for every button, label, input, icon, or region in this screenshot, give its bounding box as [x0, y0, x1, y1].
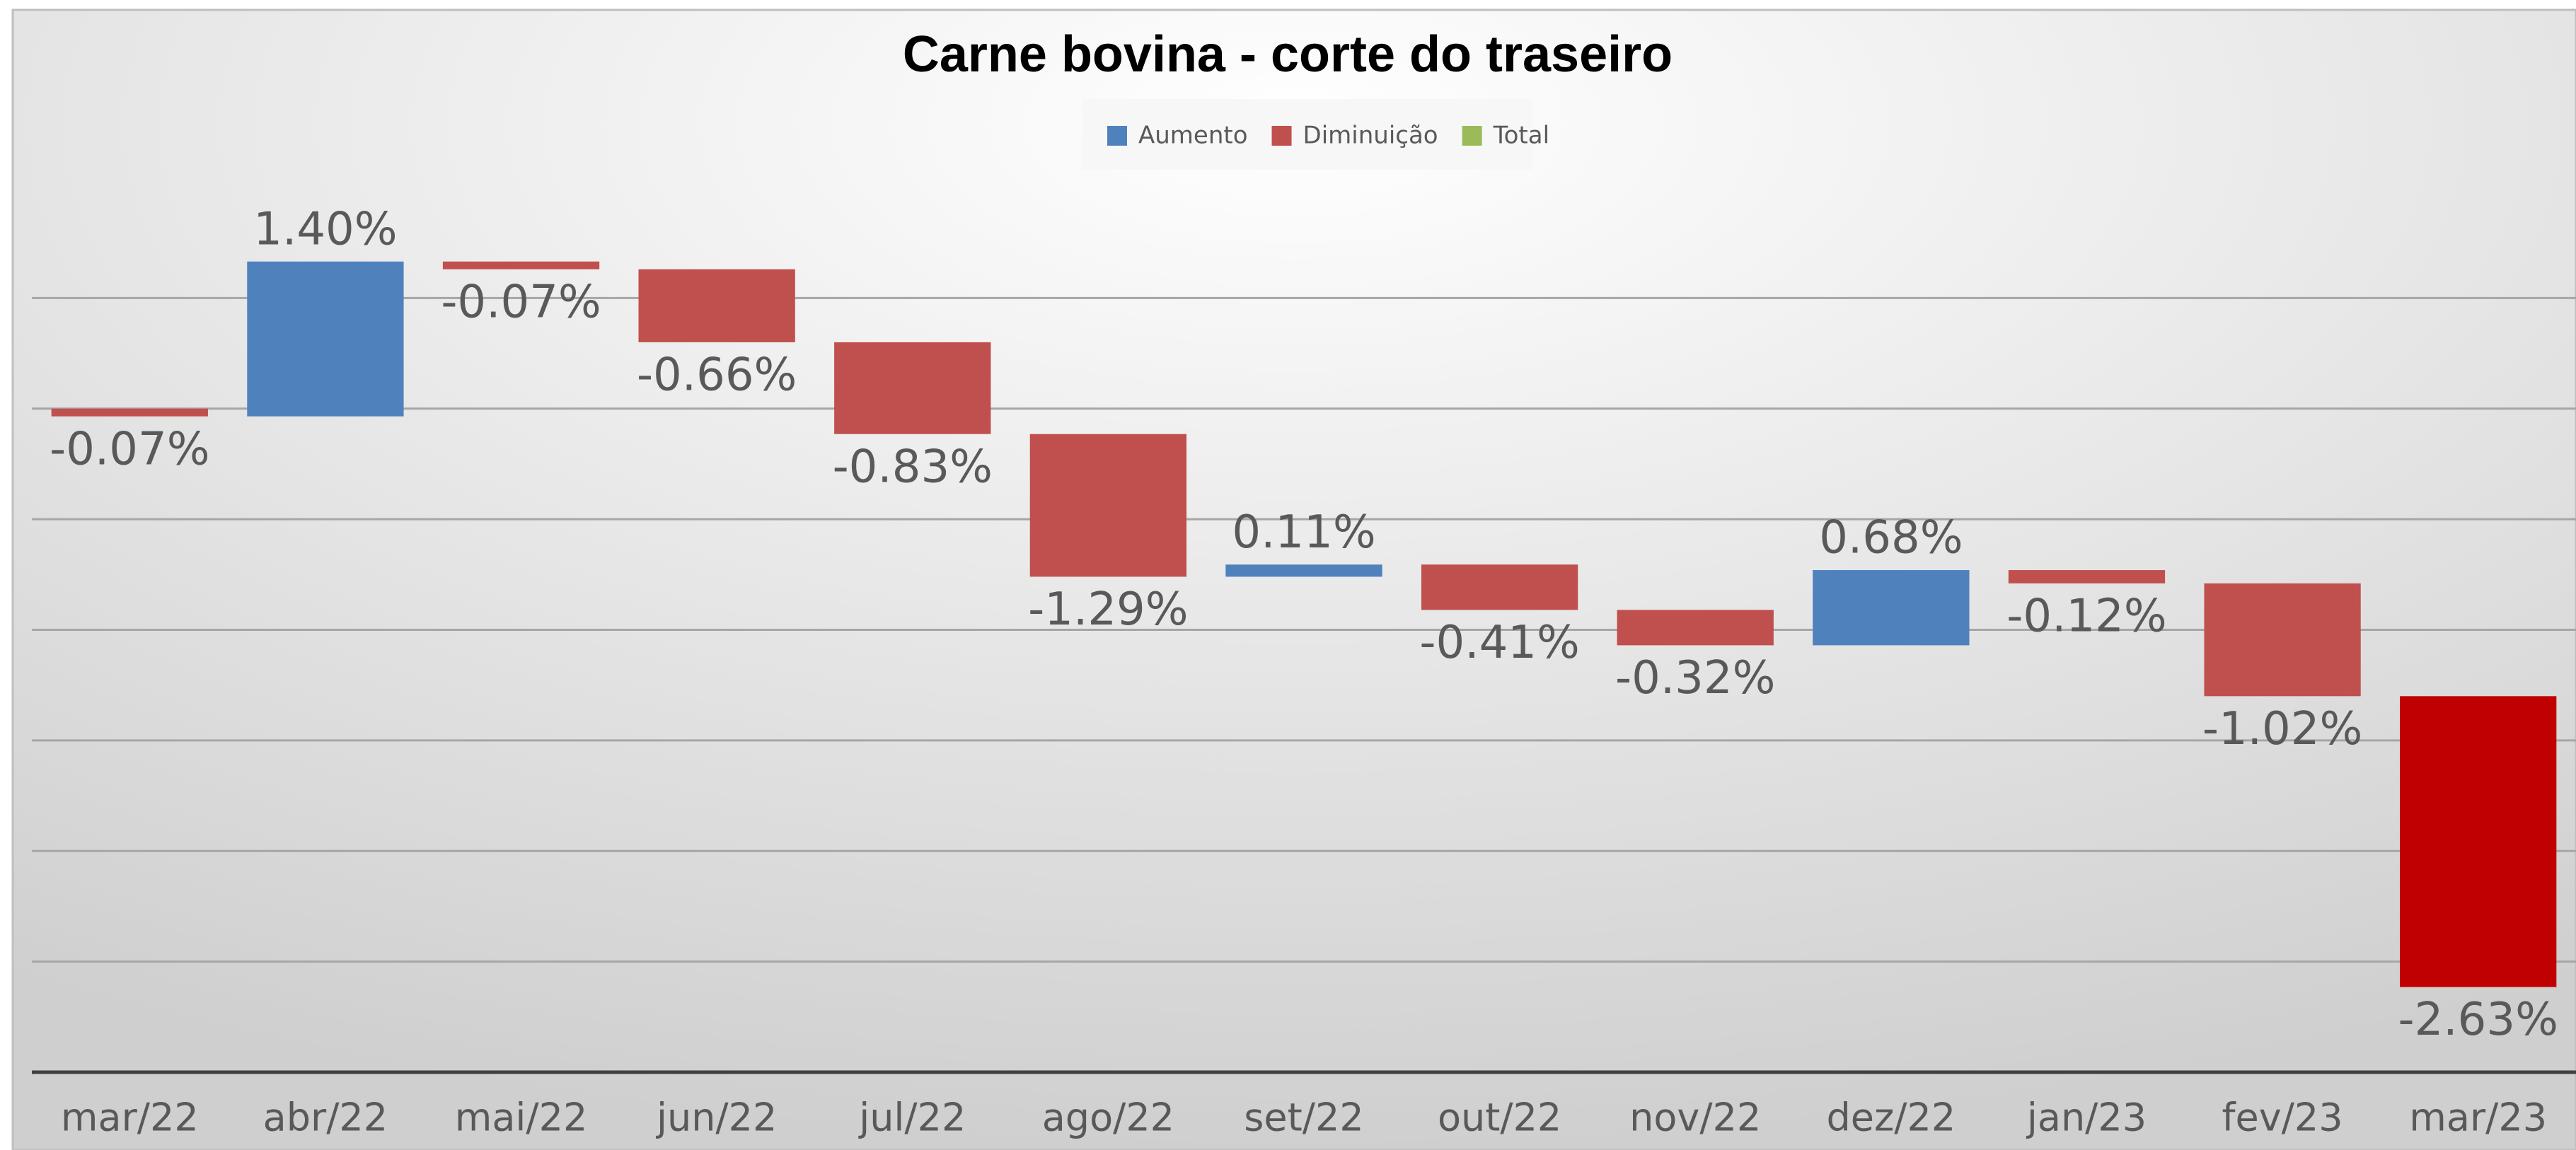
x-tick-label: jun/22 [656, 1096, 777, 1140]
bar [638, 269, 795, 342]
value-label: -0.07% [441, 276, 601, 328]
value-label: -0.66% [637, 349, 797, 402]
value-label: 0.11% [1232, 506, 1375, 559]
legend-swatch [1107, 126, 1127, 146]
chart-background [11, 8, 2576, 1150]
x-tick-label: jan/23 [2026, 1096, 2147, 1140]
bar [834, 342, 991, 434]
x-tick-label: jul/22 [858, 1096, 966, 1140]
legend-box [1082, 99, 1532, 170]
value-label: -1.29% [1028, 583, 1188, 636]
bar [442, 261, 600, 269]
x-tick-label: set/22 [1244, 1096, 1363, 1140]
bar [1225, 564, 1382, 577]
value-label: -0.83% [833, 441, 993, 493]
bar [1617, 610, 1774, 646]
x-tick-label: abr/22 [263, 1096, 388, 1140]
legend-swatch [1271, 126, 1292, 146]
x-tick-label: mar/22 [61, 1096, 199, 1140]
value-label: 0.68% [1819, 512, 1963, 564]
value-label: -0.41% [1419, 617, 1579, 669]
x-tick-label: nov/22 [1629, 1096, 1761, 1140]
legend-swatch [1462, 126, 1482, 146]
bar [1029, 434, 1187, 577]
x-tick-label: out/22 [1438, 1096, 1561, 1140]
bar [247, 261, 404, 417]
x-tick-label: mar/23 [2409, 1096, 2547, 1140]
x-tick-label: dez/22 [1826, 1096, 1956, 1140]
x-tick-label: fev/23 [2222, 1096, 2343, 1140]
x-tick-label: ago/22 [1042, 1096, 1174, 1140]
bar [2204, 583, 2361, 697]
legend-label: Diminuição [1303, 122, 1438, 150]
bar [1813, 570, 1970, 646]
legend-label: Aumento [1138, 122, 1248, 150]
chart-title: Carne bovina - corte do traseiro [903, 26, 1673, 83]
value-label: 1.40% [253, 203, 397, 255]
value-label: -0.12% [2006, 590, 2166, 642]
legend-label: Total [1493, 122, 1549, 150]
x-tick-label: mai/22 [455, 1096, 588, 1140]
bar [1421, 564, 1578, 610]
value-label: -0.32% [1615, 652, 1775, 704]
value-label: -2.63% [2398, 994, 2558, 1046]
bar [51, 408, 208, 417]
bar [2400, 696, 2557, 987]
value-label: -1.02% [2202, 703, 2362, 755]
bar [2008, 570, 2166, 583]
value-label: -0.07% [50, 423, 209, 475]
